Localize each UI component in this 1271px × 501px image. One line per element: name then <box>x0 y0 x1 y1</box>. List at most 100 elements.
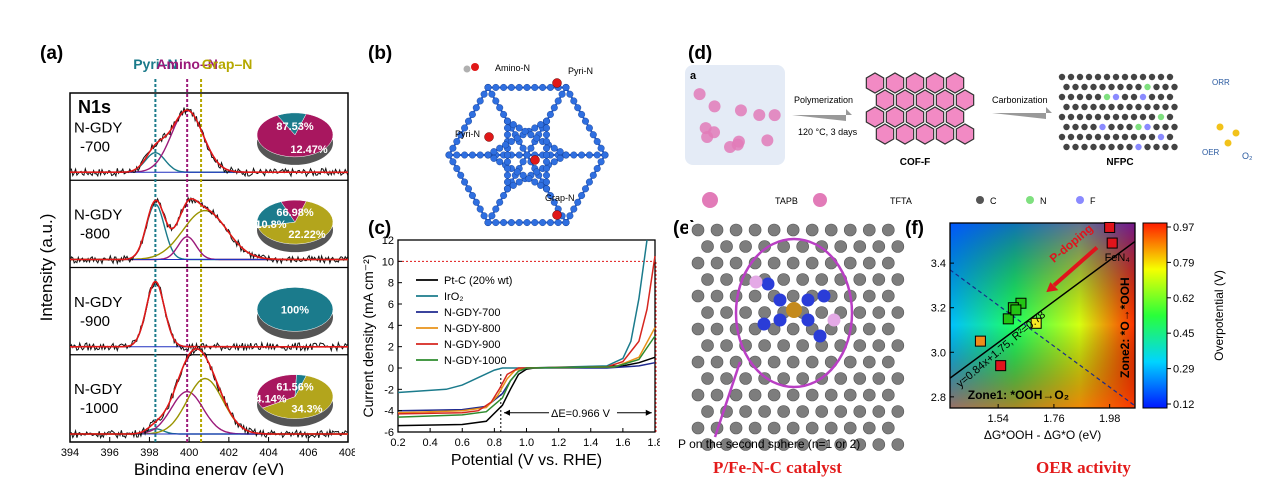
carbon-atom <box>453 165 461 173</box>
carbon-atom <box>521 127 529 135</box>
nfpc-atom <box>1063 123 1070 131</box>
carbon-atom <box>891 306 905 319</box>
carbon-atom <box>503 185 511 193</box>
cof-pore <box>925 72 945 94</box>
nfpc-atom <box>1112 93 1120 101</box>
carbon-atom <box>720 273 733 286</box>
xps-xtick-label-6: 406 <box>299 447 317 459</box>
nfpc-atom <box>1103 93 1111 101</box>
pie-label-3-0: 61.56% <box>276 382 314 394</box>
xps-title: N1s <box>78 97 111 117</box>
carbon-atom <box>786 322 800 336</box>
carbon-atom <box>585 151 593 159</box>
carbon-atom <box>542 151 550 159</box>
carbon-atom <box>537 181 545 189</box>
lsv-xtick-label-5: 1.2 <box>551 437 566 449</box>
carbon-atom <box>566 90 574 98</box>
xps-xtick-label-1: 396 <box>101 447 119 459</box>
carbon-atom <box>515 124 523 132</box>
carbon-atom <box>513 168 521 176</box>
nfpc-atom <box>1121 93 1129 101</box>
pie-label-0-0: 87.53% <box>276 121 314 133</box>
carbon-atom <box>815 273 829 286</box>
phosphorus-atom-1 <box>827 313 841 327</box>
monomer-molecule <box>768 109 781 122</box>
carbon-atom <box>488 212 496 220</box>
nfpc-atom <box>1099 123 1106 131</box>
nfpc-atom <box>1085 133 1093 141</box>
data-point-0 <box>1104 221 1116 233</box>
callout-line <box>713 361 742 438</box>
carbon-atom <box>853 240 867 253</box>
carbon-atom <box>449 144 457 152</box>
nfpc-atom <box>1067 73 1075 81</box>
carbon-atom <box>574 104 582 112</box>
product-cof-f: COF-F <box>900 157 931 168</box>
pie-label-1-0: 66.98% <box>276 207 314 219</box>
carbon-atom <box>739 240 752 253</box>
hm-ytick-label-0: 2.8 <box>931 392 946 404</box>
lsv-ytick-label-1: -4 <box>384 406 394 418</box>
lsv-series-0 <box>397 356 656 427</box>
nfpc-atom <box>1144 83 1151 91</box>
legend-tapb-icon <box>702 192 718 208</box>
pie-label-0-1: 12.47% <box>290 144 328 156</box>
data-point-8 <box>995 360 1007 372</box>
pie-slice-0-0 <box>256 113 334 158</box>
nfpc-atom <box>1108 123 1115 131</box>
carbon-atom <box>531 219 539 227</box>
cof-pore <box>955 89 975 111</box>
step-carbonization: Carbonization <box>992 95 1048 105</box>
nfpc-atom <box>1139 113 1147 121</box>
legend-atom-icon-4 <box>1076 196 1084 204</box>
carbon-atom <box>509 181 517 189</box>
carbon-atom <box>519 158 527 166</box>
carbon-atom <box>796 405 809 418</box>
carbon-atom <box>862 322 876 336</box>
legend-tfta-icon <box>813 193 827 207</box>
pie-label-1-2: 10.8% <box>255 219 286 231</box>
reaction-o2: O₂ <box>1242 151 1253 161</box>
sample-sub-3: -1000 <box>80 400 118 417</box>
nfpc-atom <box>1117 143 1124 151</box>
carbon-atom <box>767 388 781 402</box>
nfpc-atom <box>1135 103 1142 111</box>
carbon-atom <box>554 219 562 227</box>
carbon-atom <box>527 131 535 139</box>
carbon-atom <box>542 178 550 186</box>
cof-pore <box>925 106 945 128</box>
legend-atom-icon-3 <box>1026 196 1034 204</box>
carbon-atom <box>786 388 800 402</box>
hm-ytick-label-1: 3.0 <box>931 347 946 359</box>
carbon-atom <box>578 110 586 118</box>
carbon-atom <box>862 388 876 402</box>
carbon-atom <box>542 131 550 139</box>
carbon-atom <box>691 421 705 435</box>
carbon-atom <box>862 256 876 270</box>
nfpc-atom <box>1076 133 1084 141</box>
xps-xtick-label-3: 400 <box>180 447 198 459</box>
pie-slice-1-1 <box>256 201 296 227</box>
carbon-atom <box>550 198 558 206</box>
carbon-atom <box>710 322 724 336</box>
carbon-atom <box>882 223 895 237</box>
nfpc-atom <box>1108 83 1115 91</box>
delta-e-bg <box>548 404 617 419</box>
carbon-atom <box>710 256 724 270</box>
carbon-atom <box>503 165 511 173</box>
nfpc-atom <box>1090 123 1097 131</box>
nfpc-atom <box>1099 103 1106 111</box>
carbon-atom <box>834 405 848 418</box>
nfpc-atom <box>1162 123 1169 131</box>
monomer-molecule <box>734 104 747 117</box>
carbon-atom <box>537 121 545 129</box>
carbon-atom <box>691 355 705 369</box>
second-sphere-ring <box>734 237 854 389</box>
legend-label-1: IrO₂ <box>444 291 464 303</box>
peak-label-0: Pyri–N <box>133 56 177 72</box>
data-point-6 <box>1030 317 1042 329</box>
carbon-atom <box>777 372 790 385</box>
carbon-atom <box>570 97 578 105</box>
oxygen-bubble-2 <box>1224 139 1232 147</box>
fit-line <box>950 240 1135 379</box>
